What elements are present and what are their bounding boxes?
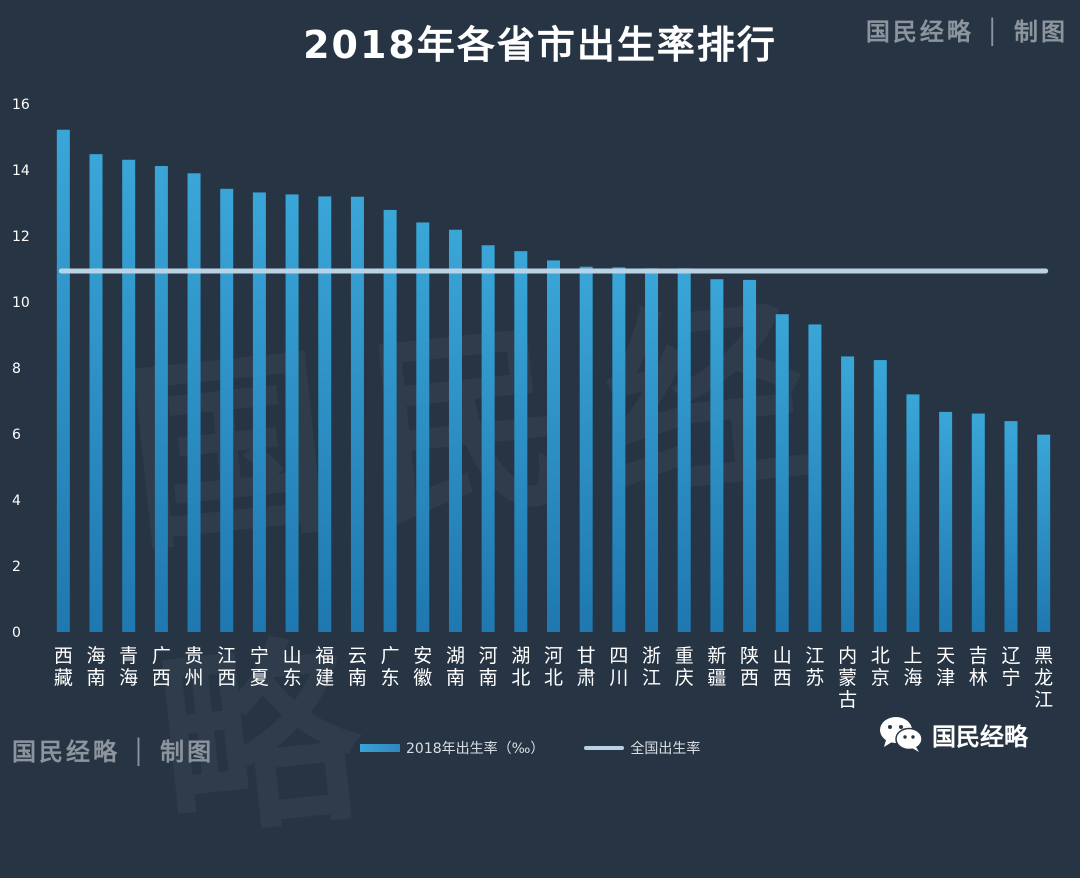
bar-新疆 [710,279,724,632]
x-tick-label: 西藏 [54,645,73,689]
chart-title: 2018年各省市出生率排行 [303,23,777,67]
wechat-icon [880,717,923,752]
bar-广东 [383,209,397,632]
bar-江西 [220,188,234,632]
bar-chart: 0 2 4 6 8 10 12 14 16 西藏海南青海广西贵州江西宁夏山东福建云南广东安徽湖南… [12,97,1053,711]
brand-credit-top: 国民经略 │ 制图 [865,17,1068,46]
x-tick-label: 重庆 [675,645,694,689]
bar-贵州 [187,173,201,633]
x-tick-label: 江苏 [805,645,824,689]
y-tick-label: 12 [12,229,30,245]
y-axis: 0 2 4 6 8 10 12 14 16 [12,97,30,641]
bar-天津 [939,411,953,632]
bar-宁夏 [252,192,266,632]
x-tick-label: 北京 [871,645,890,689]
x-tick-label: 湖北 [511,645,530,689]
x-tick-label: 天津 [936,645,955,689]
bar-内蒙古 [841,356,855,632]
x-tick-label: 山西 [773,645,792,689]
y-tick-label: 8 [12,361,21,377]
y-tick-label: 2 [12,559,21,575]
bar-山西 [775,314,789,632]
brand-credit-bottom: 国民经略 │ 制图 [12,737,215,766]
legend-line-swatch [584,746,625,750]
bar-上海 [906,394,920,632]
bar-湖南 [448,229,462,633]
x-tick-label: 吉林 [969,645,988,689]
x-tick-label: 浙江 [642,645,661,689]
x-tick-label: 宁夏 [250,645,269,689]
bar-西藏 [56,129,70,633]
x-tick-label: 广西 [152,645,171,689]
bar-青海 [122,159,136,632]
x-tick-label: 安徽 [413,645,432,689]
wechat-brand: 国民经略 [878,714,1028,754]
x-tick-label: 内蒙古 [838,645,857,711]
bar-安徽 [416,222,430,632]
x-tick-label: 海南 [87,645,106,689]
bar-云南 [350,196,364,633]
y-tick-label: 16 [12,97,30,113]
y-tick-label: 6 [12,427,21,443]
wechat-label: 国民经略 [932,722,1028,751]
x-tick-label: 河南 [479,645,498,689]
legend-item-bars: 2018年出生率（‰） [360,738,544,758]
legend-bar-label: 2018年出生率（‰） [406,741,545,757]
x-tick-label: 黑龙江 [1034,645,1053,711]
y-tick-label: 10 [12,295,30,311]
bar-江苏 [808,324,822,632]
bar-福建 [318,196,332,632]
bar-辽宁 [1004,421,1018,632]
bar-北京 [873,360,887,632]
bars [56,129,1051,633]
x-tick-label: 江西 [217,645,236,689]
bar-四川 [612,267,626,632]
bar-甘肃 [579,266,593,632]
legend-bar-swatch [360,744,400,752]
legend: 2018年出生率（‰） 全国出生率 [360,738,700,758]
x-tick-label: 福建 [315,645,334,689]
legend-item-line: 全国出生率 [584,738,700,758]
x-tick-label: 辽宁 [1001,645,1020,689]
x-tick-label: 青海 [119,645,138,689]
bar-广西 [154,166,168,633]
x-tick-label: 甘肃 [577,645,596,689]
x-tick-label: 湖南 [446,645,465,689]
x-tick-label: 广东 [381,645,400,689]
x-tick-label: 河北 [544,645,563,689]
bar-陕西 [743,279,757,632]
legend-line-label: 全国出生率 [630,741,701,757]
bar-吉林 [971,413,985,632]
bar-山东 [285,194,299,633]
bar-重庆 [677,268,691,632]
y-tick-label: 0 [12,625,21,641]
x-tick-label: 贵州 [185,645,204,689]
x-axis-labels: 西藏海南青海广西贵州江西宁夏山东福建云南广东安徽湖南河南湖北河北甘肃四川浙江重庆… [54,645,1053,711]
bar-河南 [481,245,495,633]
bar-黑龙江 [1037,434,1051,632]
bar-湖北 [514,251,528,632]
y-tick-label: 14 [12,163,30,179]
x-tick-label: 云南 [348,645,367,689]
x-tick-label: 上海 [903,645,922,689]
bar-浙江 [645,268,659,632]
y-tick-label: 4 [12,493,21,509]
x-tick-label: 山东 [283,645,302,689]
x-tick-label: 新疆 [707,645,726,689]
bar-河北 [547,260,560,632]
bar-海南 [89,154,103,632]
x-tick-label: 陕西 [740,645,759,689]
x-tick-label: 四川 [609,645,628,689]
